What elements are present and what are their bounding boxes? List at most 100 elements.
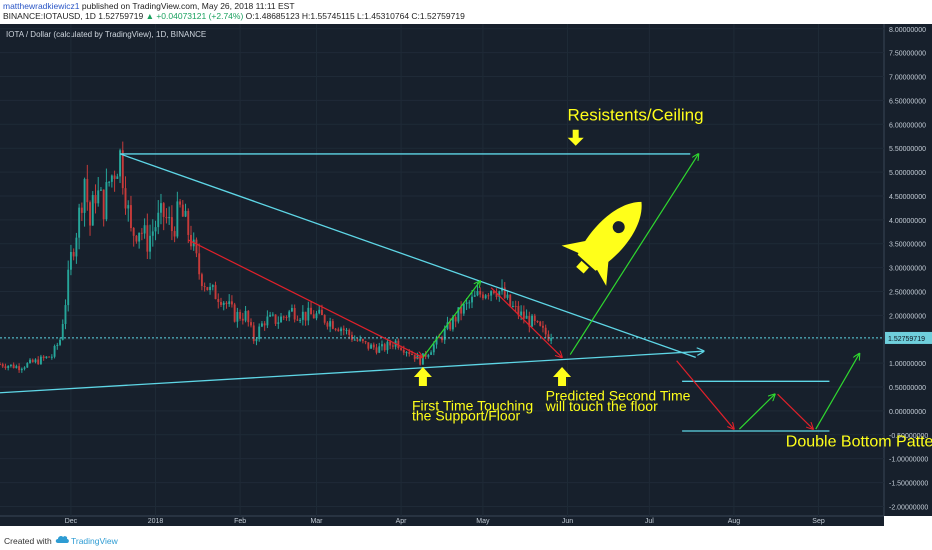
y-tick-label: 6.50000000 xyxy=(889,98,926,105)
candle-body xyxy=(244,310,247,321)
candle-body xyxy=(64,305,67,324)
candle-body xyxy=(509,294,512,307)
candle-body xyxy=(331,321,334,329)
candle-body xyxy=(230,301,233,305)
green-arrow-target xyxy=(569,154,698,355)
candle-body xyxy=(419,355,422,365)
candle-body xyxy=(138,232,141,242)
rocket-window xyxy=(612,221,625,234)
y-tick-label: 0.00000000 xyxy=(889,409,926,416)
publish-info: matthewradkiewicz1 published on TradingV… xyxy=(3,1,295,11)
candle-body xyxy=(119,150,122,177)
footer: Created with TradingView xyxy=(0,532,932,550)
candle-body xyxy=(78,207,81,238)
candle-body xyxy=(473,295,476,297)
cloud-icon xyxy=(55,535,69,543)
candle-body xyxy=(290,308,293,312)
candle-body xyxy=(154,227,157,232)
candle-body xyxy=(263,323,266,326)
candle-body xyxy=(457,307,460,322)
candle-body xyxy=(94,195,97,204)
candle-body xyxy=(50,356,53,358)
candle-body xyxy=(454,317,457,322)
second-touch-label-2: will touch the floor xyxy=(545,398,658,414)
candle-body xyxy=(421,353,424,365)
candle-body xyxy=(345,329,348,331)
candle-body xyxy=(97,190,100,204)
rocket-fin-right xyxy=(596,255,609,286)
candle-body xyxy=(536,320,539,322)
chart-title: IOTA / Dollar (calculated by TradingView… xyxy=(6,30,206,39)
candle-body xyxy=(269,314,272,317)
candle-body xyxy=(124,188,127,209)
candle-body xyxy=(211,285,214,287)
rocket-fin-left xyxy=(561,239,592,254)
candle-body xyxy=(293,308,296,320)
y-tick-label: -0.50000000 xyxy=(889,433,928,440)
symbol-info: BINANCE:IOTAUSD, 1D 1.52759719 ▲ +0.0407… xyxy=(3,11,465,21)
y-tick-label: 8.00000000 xyxy=(889,27,926,34)
candle-body xyxy=(367,342,370,349)
double-bottom-label: Double Bottom Pattern xyxy=(786,434,932,451)
y-tick-label: 7.50000000 xyxy=(889,51,926,58)
candle-body xyxy=(247,310,250,323)
candle-body xyxy=(0,364,1,366)
first-touch-label-2: the Support/Floor xyxy=(412,407,521,423)
y-tick-label: 4.00000000 xyxy=(889,218,926,225)
candle-body xyxy=(432,344,435,353)
candle-body xyxy=(130,205,132,229)
candle-body xyxy=(26,363,29,368)
candle-body xyxy=(427,354,430,357)
candle-body xyxy=(39,356,42,365)
candle-body xyxy=(233,304,236,322)
candle-body xyxy=(285,316,288,318)
candle-body xyxy=(53,346,56,357)
candle-body xyxy=(160,203,162,213)
candle-body xyxy=(397,340,400,349)
candle-body xyxy=(307,307,310,321)
candle-body xyxy=(400,348,403,350)
candle-body xyxy=(490,291,493,296)
candle-body xyxy=(353,339,356,341)
second-touch-label-1: Predicted Second Time xyxy=(546,387,691,403)
candle-body xyxy=(443,328,446,341)
candle-body xyxy=(61,323,64,340)
candle-body xyxy=(481,294,484,299)
candle-body xyxy=(405,352,408,354)
candle-body xyxy=(214,285,217,300)
candle-body xyxy=(151,231,154,236)
candle-body xyxy=(15,366,18,369)
candle-body xyxy=(220,301,222,305)
candle-body xyxy=(181,204,184,217)
candle-body xyxy=(20,368,23,371)
ascending-support-line xyxy=(0,351,704,394)
x-tick-label: 2018 xyxy=(148,518,164,525)
x-tick-label: Feb xyxy=(234,518,246,525)
price-chart[interactable]: IOTA / Dollar (calculated by TradingView… xyxy=(0,24,932,526)
candle-body xyxy=(514,305,517,307)
trendlines xyxy=(0,153,884,432)
candle-body xyxy=(184,210,187,217)
candle-body xyxy=(479,290,482,295)
candle-body xyxy=(83,179,86,213)
first-touch-label-1: First Time Touching xyxy=(412,397,533,413)
ohlc-text: O:1.48685123 H:1.55745115 L:1.45310764 C… xyxy=(245,11,465,21)
candle-body xyxy=(9,364,12,366)
candle-body xyxy=(59,339,61,345)
candle-body xyxy=(356,339,359,341)
candle-body xyxy=(239,311,242,319)
candle-body xyxy=(326,322,329,327)
y-tick-label: 5.50000000 xyxy=(889,146,926,153)
candle-body xyxy=(236,311,239,322)
candle-body xyxy=(372,344,375,348)
author-link[interactable]: matthewradkiewicz1 xyxy=(3,1,80,11)
x-tick-label: Mar xyxy=(310,518,323,525)
time-axis-background xyxy=(0,516,884,526)
candle-body xyxy=(329,321,332,327)
x-tick-label: Dec xyxy=(65,518,78,525)
candle-body xyxy=(140,232,143,234)
candle-body xyxy=(318,309,321,314)
tradingview-brand[interactable]: TradingView xyxy=(71,536,118,546)
resistance-label: Resistents/Ceiling xyxy=(568,105,704,124)
candle-body xyxy=(37,359,40,365)
